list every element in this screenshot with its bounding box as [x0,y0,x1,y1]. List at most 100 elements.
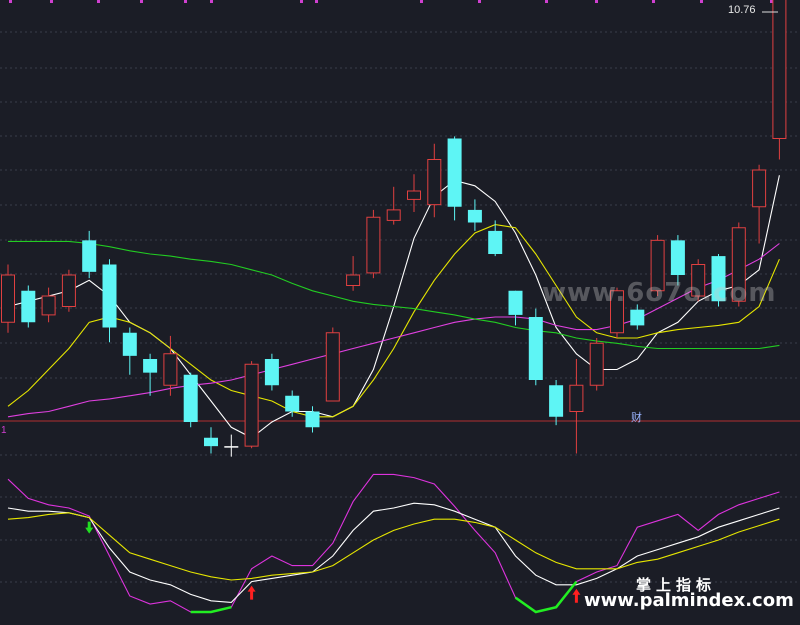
candle-body-26 [528,317,543,380]
candle-body-7 [143,359,158,373]
sell-arrow-0 [85,521,94,534]
candle-25 [508,290,523,326]
candle-body-6 [122,332,137,356]
ma-line-1 [7,224,780,418]
top-marker-0 [9,0,12,3]
oscillator-panel [7,473,780,614]
candle-body-17 [346,274,361,286]
candle-body-28 [569,384,584,412]
candle-body-29 [589,342,604,386]
candle-body-21 [427,159,442,206]
candle-6 [122,327,137,375]
candle-29 [589,338,604,391]
oversold-segment-1 [514,580,578,614]
candle-body-37 [752,169,767,208]
candle-10 [204,427,218,454]
candle-body-4 [82,240,97,272]
candle-body-11 [224,446,239,448]
top-marker-13 [700,0,703,3]
candle-body-34 [691,264,706,297]
candle-35 [711,254,726,307]
indicator-label: 1 [1,425,7,436]
top-marker-14 [770,0,773,3]
top-marker-9 [478,0,481,3]
candle-body-15 [305,411,320,428]
candlesticks [1,0,787,457]
candle-3 [61,269,76,312]
top-marker-8 [420,0,423,3]
ma-line-2 [7,243,780,418]
candle-body-14 [285,395,300,412]
candle-32 [650,235,665,296]
candle-body-31 [630,309,645,326]
candle-body-1 [21,290,36,323]
osc-line-2 [7,512,780,581]
candle-19 [386,186,401,225]
candle-36 [731,222,746,307]
top-marker-2 [97,0,100,3]
candle-body-20 [407,190,421,200]
candle-31 [630,304,645,330]
candle-body-27 [549,385,564,417]
candle-0 [1,264,15,333]
top-marker-6 [300,0,303,3]
candle-body-3 [61,274,76,307]
top-marker-11 [595,0,598,3]
top-marker-12 [652,0,655,3]
candle-body-10 [204,437,218,447]
candle-body-0 [1,274,15,323]
candle-20 [407,174,421,212]
buy-arrow-1 [572,588,581,603]
candle-21 [427,143,442,218]
top-marker-4 [184,0,187,3]
top-marker-3 [140,0,143,3]
candle-14 [285,390,300,417]
candle-15 [305,406,320,433]
candle-27 [549,380,564,426]
grid [0,0,800,583]
candle-34 [691,259,706,302]
candle-38 [772,0,787,160]
candle-28 [569,359,584,454]
candle-2 [41,287,56,323]
candle-11 [224,434,239,457]
oversold-segment-0 [190,605,232,614]
candle-4 [82,230,97,279]
candle-body-35 [711,256,726,302]
candle-33 [670,235,685,286]
candle-22 [447,136,462,221]
candle-body-13 [264,359,279,386]
osc-line-0 [7,473,780,613]
top-marker-5 [210,0,213,3]
candle-18 [366,209,381,279]
candle-30 [610,287,624,338]
ma-line-3 [8,240,780,350]
candle-body-19 [386,209,401,221]
candle-body-5 [102,264,117,328]
candle-5 [102,259,117,343]
candle-1 [21,285,36,328]
candle-37 [752,164,767,244]
candle-body-24 [488,230,503,254]
candle-body-30 [610,290,624,334]
moving-average-lines [7,175,780,439]
candle-8 [163,335,178,396]
candle-body-8 [163,353,178,386]
candle-16 [325,327,340,402]
candle-7 [143,353,158,396]
candle-body-23 [467,209,482,223]
candle-body-2 [41,295,56,316]
candle-body-36 [731,227,746,302]
candle-17 [346,256,361,291]
candle-24 [488,220,503,257]
osc-line-1 [7,502,780,603]
candle-body-18 [366,216,381,274]
candle-9 [183,372,198,428]
candle-body-16 [325,332,340,402]
candle-body-22 [447,138,462,207]
candle-body-33 [670,240,685,275]
finance-badge[interactable]: 财 [631,412,642,424]
candle-23 [467,199,482,231]
max-price-label: 10.76 [728,4,756,16]
top-marker-7 [315,0,318,3]
